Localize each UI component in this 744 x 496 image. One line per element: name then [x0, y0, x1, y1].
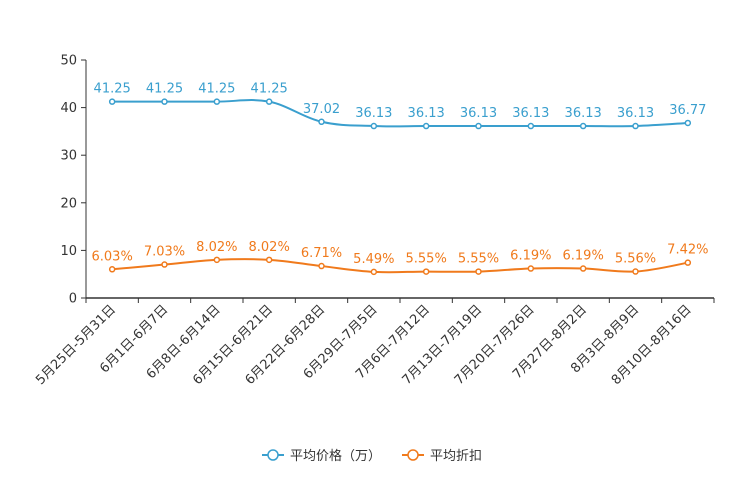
data-label: 36.13 — [460, 106, 497, 121]
series-line — [112, 99, 688, 128]
data-label: 7.03% — [144, 245, 185, 260]
data-point[interactable] — [527, 122, 535, 130]
data-point[interactable] — [265, 98, 273, 105]
data-point[interactable] — [579, 265, 587, 272]
data-point[interactable] — [161, 98, 168, 105]
axes: 010203040505月25日-5月31日6月1日-6月7日6月8日-6月14… — [33, 54, 715, 388]
series-layer: 41.25 41.25 41.25 41.25 37.02 36.13 36.13 36.13… — [92, 82, 708, 276]
data-label: 36.13 — [408, 106, 445, 121]
data-point[interactable] — [422, 122, 430, 130]
data-point[interactable] — [370, 122, 378, 130]
legend[interactable]: 平均价格（万） 平均折扣 — [262, 448, 482, 464]
data-point[interactable] — [318, 118, 325, 126]
data-point[interactable] — [475, 122, 482, 130]
data-label: 37.02 — [303, 102, 340, 117]
data-label: 36.13 — [617, 106, 654, 121]
data-label: 5.55% — [406, 252, 447, 267]
y-tick-label: 10 — [60, 244, 77, 259]
data-point[interactable] — [527, 265, 535, 272]
y-tick-label: 0 — [69, 292, 77, 307]
y-tick-label: 40 — [60, 101, 77, 116]
data-label: 6.19% — [563, 249, 604, 264]
legend-label: 平均价格（万） — [290, 448, 381, 464]
data-label: 7.42% — [667, 243, 708, 258]
data-label: 6.71% — [301, 246, 342, 261]
data-point[interactable] — [213, 256, 221, 264]
data-point[interactable] — [579, 122, 587, 130]
data-label: 36.13 — [565, 106, 602, 121]
legend-marker-icon — [407, 449, 419, 461]
data-point[interactable] — [684, 119, 692, 127]
data-point[interactable] — [370, 268, 378, 276]
data-point[interactable] — [684, 259, 692, 266]
data-label: 41.25 — [94, 82, 131, 97]
legend-label: 平均折扣 — [430, 449, 482, 464]
legend-item-avg-price[interactable]: 平均价格（万） — [262, 448, 381, 464]
data-label: 6.19% — [510, 249, 551, 264]
data-label: 41.25 — [251, 82, 288, 97]
data-label: 36.13 — [512, 106, 549, 121]
data-label: 36.77 — [669, 103, 706, 118]
data-label: 5.55% — [458, 252, 499, 267]
data-label: 41.25 — [146, 82, 183, 97]
data-label: 8.02% — [249, 240, 290, 255]
y-tick-label: 50 — [60, 54, 77, 69]
data-point[interactable] — [632, 268, 639, 275]
y-tick-label: 20 — [60, 196, 77, 211]
data-point[interactable] — [632, 122, 639, 130]
legend-item-avg-discount[interactable]: 平均折扣 — [402, 449, 482, 464]
data-label: 36.13 — [355, 106, 392, 121]
series-avg-price: 41.25 41.25 41.25 41.25 37.02 36.13 36.13 36.13… — [94, 82, 706, 130]
data-point[interactable] — [318, 262, 325, 270]
data-label: 41.25 — [198, 82, 235, 97]
data-point[interactable] — [108, 266, 116, 273]
series-avg-discount: 6.03% 7.03% 8.02% 8.02% 6.71% 5.49% 5.55% 5.55%… — [92, 240, 708, 276]
data-label: 6.03% — [92, 249, 133, 264]
data-point[interactable] — [108, 98, 116, 105]
data-point[interactable] — [265, 256, 273, 264]
data-label: 8.02% — [196, 240, 237, 255]
data-point[interactable] — [422, 268, 430, 275]
data-label: 5.56% — [615, 252, 656, 267]
data-point[interactable] — [161, 261, 168, 268]
data-point[interactable] — [475, 268, 482, 275]
data-label: 5.49% — [353, 252, 394, 267]
legend-marker-icon — [267, 449, 279, 461]
data-point[interactable] — [213, 98, 221, 105]
y-tick-label: 30 — [60, 149, 77, 164]
series-line — [112, 258, 688, 274]
